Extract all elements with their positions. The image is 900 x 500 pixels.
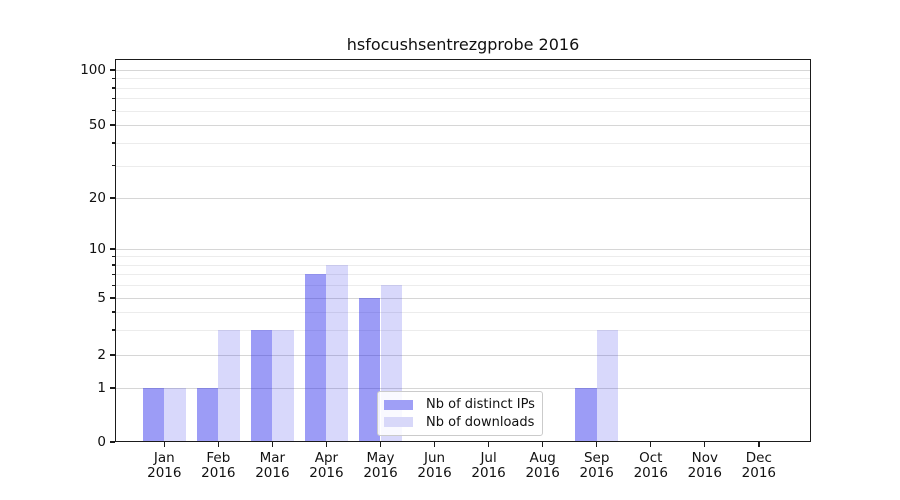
x-tick-label-mar: Mar 2016 (255, 450, 290, 481)
x-tick (758, 442, 760, 447)
gridline-minor (116, 264, 810, 266)
bar-nb-of-downloads-sep (596, 329, 619, 442)
gridline-major (116, 388, 810, 389)
x-tick (596, 442, 598, 447)
plot-frame (115, 59, 811, 442)
y-minor-tick (112, 142, 115, 144)
y-tick-label: 0 (97, 434, 106, 450)
gridline-major (116, 125, 810, 126)
x-tick (325, 442, 328, 447)
x-tick-label-dec: Dec 2016 (741, 450, 777, 481)
x-tick (271, 442, 274, 447)
gridline-major (116, 198, 810, 199)
bar-nb-of-downloads-apr (326, 264, 349, 442)
legend-swatch-distinct-ips-icon (384, 399, 413, 410)
x-tick-label-aug: Aug 2016 (525, 450, 560, 481)
y-tick (110, 124, 115, 126)
y-minor-tick (112, 329, 115, 331)
x-tick (217, 442, 220, 447)
y-tick (110, 387, 115, 389)
gridline-minor (116, 142, 810, 144)
gridline-minor (116, 78, 810, 80)
x-tick-label-apr: Apr 2016 (309, 450, 344, 481)
y-minor-tick (112, 77, 115, 80)
y-tick (110, 354, 115, 356)
x-tick (379, 442, 382, 447)
gridline-minor (116, 165, 810, 167)
y-tick (110, 441, 115, 443)
x-tick (650, 442, 652, 447)
gridline-minor (116, 110, 810, 112)
y-minor-tick (112, 311, 115, 313)
bar-nb-of-downloads-feb (218, 329, 241, 442)
y-tick (110, 297, 115, 299)
gridline-major (116, 249, 810, 250)
bar-nb-of-distinct-ips-mar (250, 329, 273, 442)
gridline-minor (116, 87, 810, 89)
y-minor-tick (112, 97, 115, 100)
y-minor-tick (112, 264, 115, 266)
bar-nb-of-distinct-ips-may (358, 298, 381, 442)
y-minor-tick (112, 165, 115, 167)
y-tick-label: 1 (97, 380, 106, 396)
gridline-minor (116, 274, 810, 276)
chart-title: hsfocushsentrezgprobe 2016 (346, 35, 580, 54)
gridline-major (116, 70, 810, 71)
gridline-minor (116, 98, 810, 100)
x-tick (163, 442, 165, 447)
x-tick-label-jul: Jul 2016 (471, 450, 506, 481)
y-tick-label: 5 (97, 290, 106, 306)
gridline-minor (116, 256, 810, 258)
gridline-minor (116, 311, 810, 313)
gridline-major (116, 355, 810, 356)
y-minor-tick (112, 255, 115, 258)
y-minor-tick (112, 110, 115, 112)
y-tick-label: 2 (97, 347, 106, 363)
gridline-minor (116, 285, 810, 287)
bar-nb-of-downloads-mar (272, 329, 295, 442)
bar-nb-of-distinct-ips-sep (574, 388, 597, 442)
bar-nb-of-downloads-jan (164, 388, 187, 442)
x-tick-label-may: May 2016 (363, 450, 398, 481)
x-tick (488, 442, 490, 447)
legend: Nb of distinct IPs Nb of downloads (377, 391, 543, 436)
gridline-major (116, 298, 810, 299)
gridline-minor (116, 329, 810, 331)
y-minor-tick (112, 87, 115, 89)
y-tick (110, 197, 115, 199)
y-tick (110, 248, 115, 250)
y-tick-label: 50 (88, 117, 106, 133)
x-tick (433, 442, 436, 447)
x-tick (542, 442, 544, 447)
legend-entry-distinct-ips: Nb of distinct IPs (384, 396, 536, 413)
bar-nb-of-distinct-ips-feb (196, 388, 219, 442)
y-minor-tick (112, 273, 115, 275)
legend-swatch-downloads-icon (384, 417, 413, 428)
x-tick-label-oct: Oct 2016 (633, 450, 668, 481)
y-tick (110, 69, 115, 71)
legend-label-distinct-ips: Nb of distinct IPs (426, 397, 535, 413)
x-tick-label-nov: Nov 2016 (687, 450, 722, 481)
x-tick-label-jun: Jun 2016 (417, 450, 452, 481)
legend-label-downloads: Nb of downloads (426, 414, 535, 430)
y-minor-tick (112, 284, 115, 286)
x-tick (704, 442, 706, 447)
y-tick-label: 10 (88, 241, 106, 257)
x-tick-label-feb: Feb 2016 (201, 450, 236, 481)
x-tick-label-jan: Jan 2016 (147, 450, 182, 481)
bar-nb-of-distinct-ips-jan (142, 388, 165, 442)
y-tick-label: 100 (80, 62, 106, 78)
legend-entry-downloads: Nb of downloads (384, 414, 536, 431)
bar-nb-of-distinct-ips-apr (304, 274, 327, 442)
y-tick-label: 20 (88, 190, 106, 206)
x-tick-label-sep: Sep 2016 (579, 450, 614, 481)
